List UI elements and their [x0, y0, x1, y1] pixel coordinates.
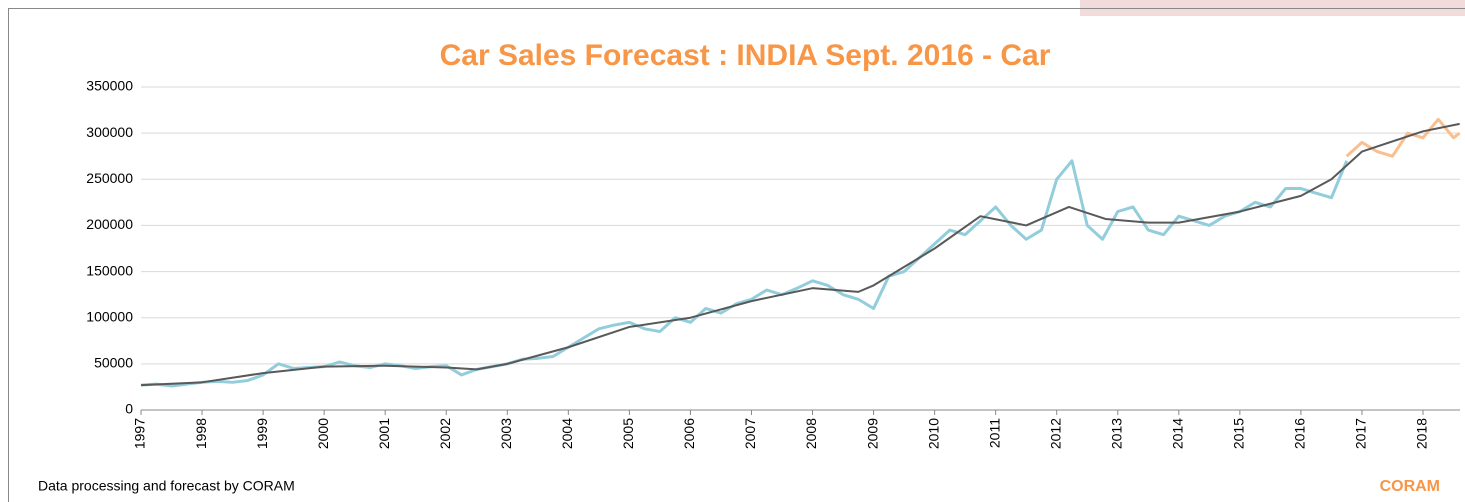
- x-tick-label: 2010: [925, 418, 941, 449]
- series-line: [140, 159, 1349, 388]
- x-tick-label: 2012: [1047, 418, 1063, 449]
- x-tick-label: 2014: [1170, 418, 1186, 449]
- x-tick-label: 2005: [620, 418, 636, 449]
- y-tick-label: 50000: [94, 355, 133, 371]
- x-tick-label: 2018: [1414, 418, 1430, 449]
- series-line: [1345, 117, 1461, 158]
- y-tick-label: 200000: [86, 216, 133, 232]
- logo: CORAM: [1380, 478, 1440, 495]
- x-tick-label: 2006: [681, 418, 697, 449]
- series-line: [140, 122, 1460, 387]
- x-tick-label: 1998: [193, 418, 209, 449]
- y-tick-label: 0: [125, 401, 133, 417]
- x-tick-label: 2004: [559, 418, 575, 449]
- x-tick-label: 2009: [864, 418, 880, 449]
- x-tick-label: 2016: [1292, 418, 1308, 449]
- x-tick-label: 2015: [1231, 418, 1247, 449]
- x-tick-label: 2000: [315, 418, 331, 449]
- x-tick-label: 2002: [437, 418, 453, 449]
- x-tick-label: 2007: [742, 418, 758, 449]
- x-tick-label: 2001: [376, 418, 392, 449]
- x-tick-label: 2017: [1353, 418, 1369, 449]
- footer-note: Data processing and forecast by CORAM: [38, 478, 295, 494]
- x-tick-label: 2003: [498, 418, 514, 449]
- y-tick-label: 350000: [86, 78, 133, 94]
- y-tick-label: 150000: [86, 262, 133, 278]
- y-tick-label: 250000: [86, 170, 133, 186]
- x-tick-label: 1999: [254, 418, 270, 449]
- x-tick-label: 1997: [132, 418, 148, 449]
- chart-title: Car Sales Forecast : INDIA Sept. 2016 - …: [440, 39, 1051, 72]
- x-tick-label: 2011: [986, 418, 1002, 448]
- y-tick-label: 100000: [86, 308, 133, 324]
- chart-border: [8, 8, 1465, 502]
- x-tick-label: 2008: [803, 418, 819, 449]
- x-tick-label: 2013: [1108, 418, 1124, 449]
- y-tick-label: 300000: [86, 124, 133, 140]
